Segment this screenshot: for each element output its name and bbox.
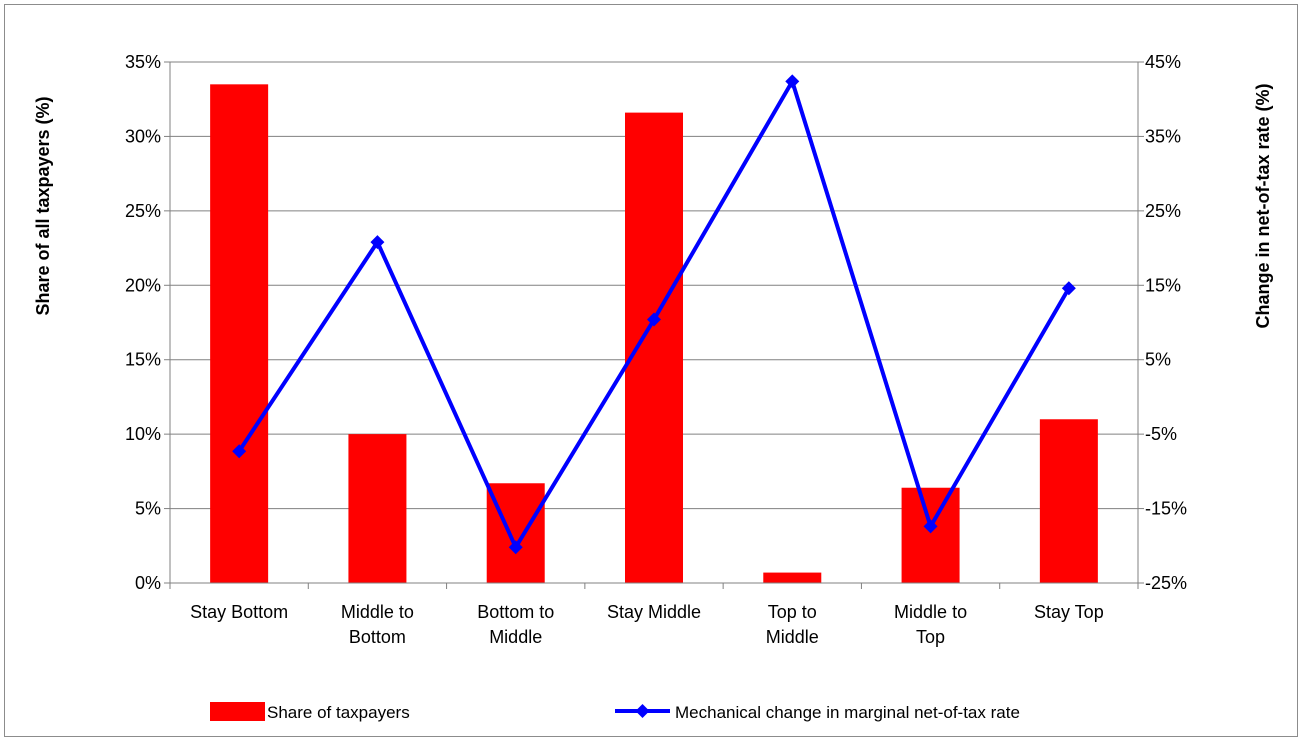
line-marker — [785, 74, 800, 89]
category-label: Top to Middle — [766, 602, 819, 647]
category-label: Stay Bottom — [190, 602, 288, 622]
legend: Share of taxpayers Mechanical change in … — [210, 702, 1020, 722]
line-marker — [508, 540, 523, 555]
left-tick-label: 20% — [125, 275, 161, 295]
legend-line-marker — [635, 704, 650, 718]
right-tick-label: -5% — [1145, 424, 1177, 444]
right-tick-label: -25% — [1145, 573, 1187, 593]
left-tick-label: 15% — [125, 350, 161, 370]
category-label: Middle to Bottom — [341, 602, 414, 647]
right-tick-label: 5% — [1145, 350, 1171, 370]
right-tick-label: -15% — [1145, 499, 1187, 519]
left-tick-label: 25% — [125, 201, 161, 221]
category-label: Middle to Top — [894, 602, 967, 647]
line-marker — [232, 444, 247, 459]
legend-bar-swatch — [210, 702, 265, 721]
line-series — [232, 74, 1076, 555]
combo-chart: 0% 5% 10% 15% 20% 25% 30% 35% -25% -15% -5% 5% 15% 2… — [33, 52, 1273, 722]
left-tick-label: 30% — [125, 126, 161, 146]
category-label: Stay Middle — [607, 602, 701, 622]
left-tick-label: 0% — [135, 573, 161, 593]
left-axis-ticks: 0% 5% 10% 15% 20% 25% 30% 35% — [125, 52, 170, 593]
left-tick-label: 35% — [125, 52, 161, 72]
right-tick-label: 15% — [1145, 275, 1181, 295]
left-tick-label: 5% — [135, 499, 161, 519]
right-tick-label: 35% — [1145, 126, 1181, 146]
bar — [210, 84, 269, 583]
bar — [1039, 419, 1098, 583]
line-marker — [923, 519, 938, 534]
left-tick-label: 10% — [125, 424, 161, 444]
bar — [348, 434, 407, 583]
legend-bar-label: Share of taxpayers — [267, 703, 410, 722]
right-tick-label: 45% — [1145, 52, 1181, 72]
bar — [763, 572, 822, 583]
line-marker — [370, 235, 385, 250]
chart-frame: 0% 5% 10% 15% 20% 25% 30% 35% -25% -15% -5% 5% 15% 2… — [4, 4, 1298, 737]
left-axis-title: Share of all taxpayers (%) — [33, 96, 53, 315]
right-axis-title: Change in net-of-tax rate (%) — [1253, 83, 1273, 328]
line-marker — [1061, 281, 1076, 296]
category-label: Stay Top — [1034, 602, 1104, 622]
category-labels: Stay Bottom Middle to Bottom Bottom to Middl… — [190, 602, 1104, 647]
right-axis-ticks: -25% -15% -5% 5% 15% 25% 35% 45% — [1138, 52, 1187, 593]
bar — [901, 487, 960, 583]
axes — [169, 62, 1139, 589]
right-tick-label: 25% — [1145, 201, 1181, 221]
legend-line-label: Mechanical change in marginal net-of-tax… — [675, 703, 1020, 722]
line-marker — [647, 312, 661, 327]
category-label: Bottom to Middle — [477, 602, 554, 647]
bar — [625, 112, 683, 584]
